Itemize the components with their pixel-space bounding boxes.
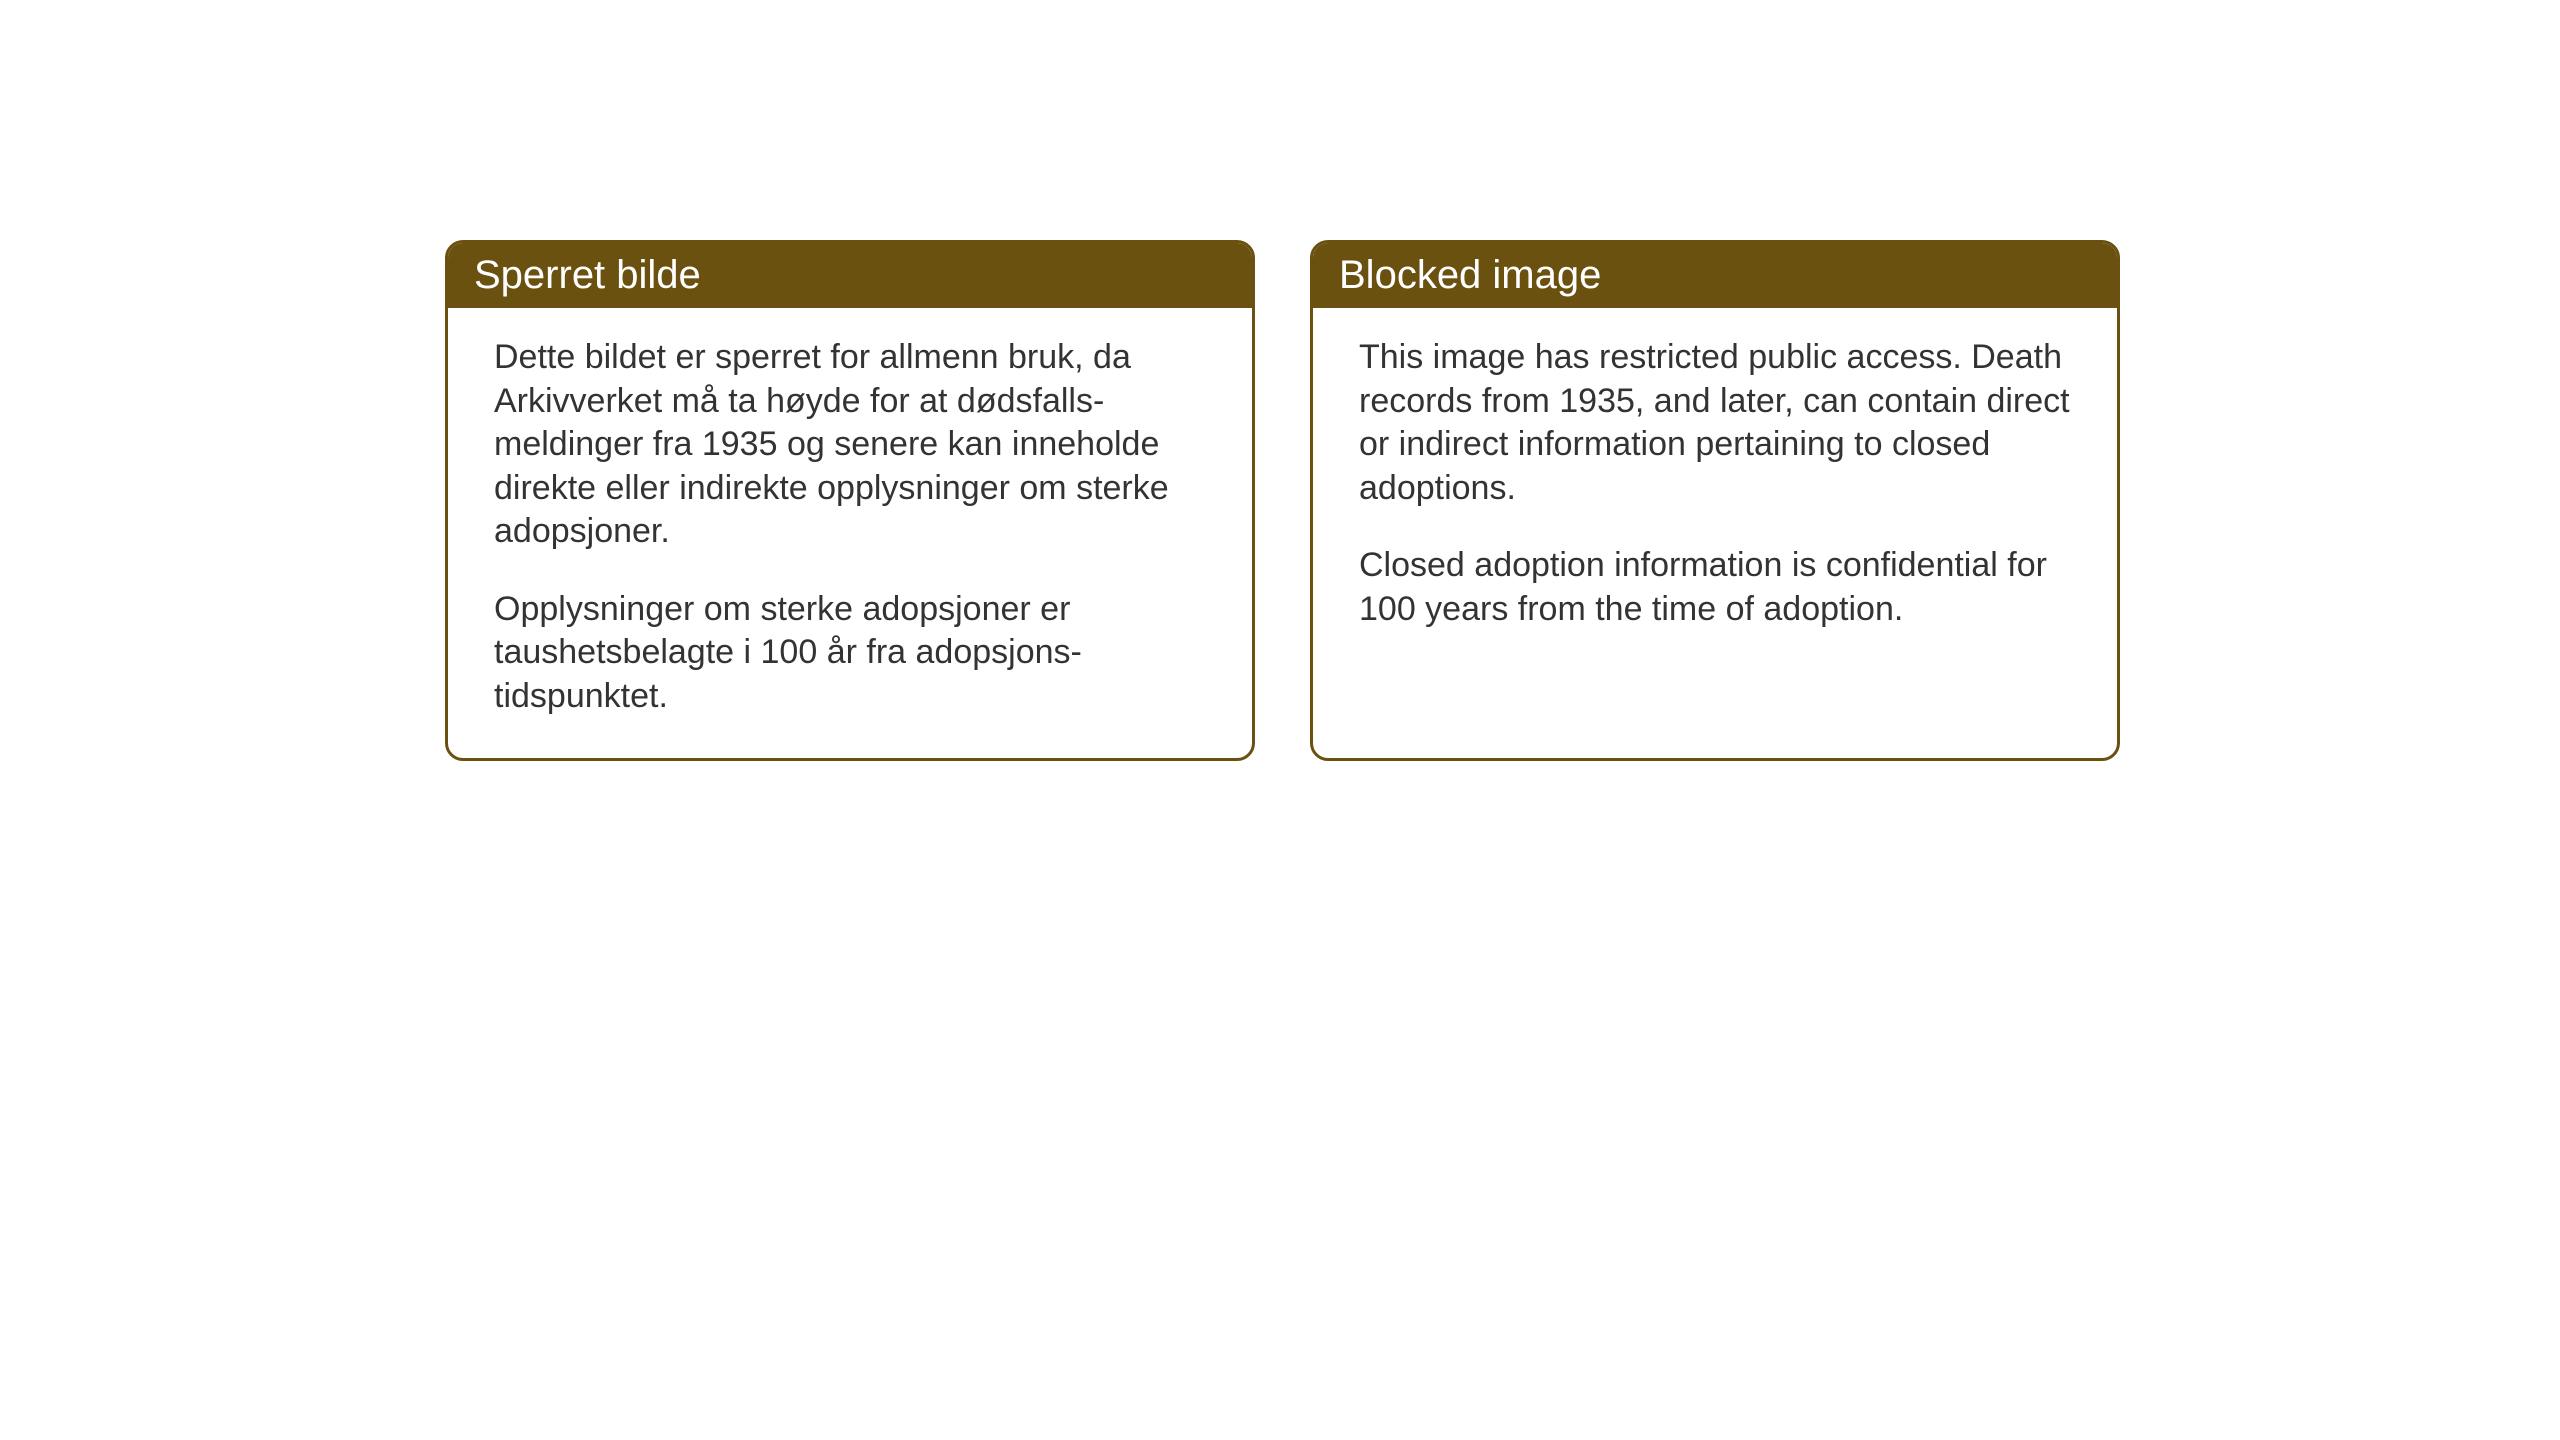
- card-paragraph-2: Opplysninger om sterke adopsjoner er tau…: [494, 588, 1206, 719]
- card-title: Sperret bilde: [474, 253, 701, 297]
- card-body-english: This image has restricted public access.…: [1313, 308, 2117, 671]
- card-body-norwegian: Dette bildet er sperret for allmenn bruk…: [448, 308, 1252, 758]
- card-english: Blocked image This image has restricted …: [1310, 240, 2120, 761]
- card-norwegian: Sperret bilde Dette bildet er sperret fo…: [445, 240, 1255, 761]
- card-header-norwegian: Sperret bilde: [448, 243, 1252, 308]
- card-paragraph-1: This image has restricted public access.…: [1359, 336, 2071, 510]
- cards-container: Sperret bilde Dette bildet er sperret fo…: [445, 240, 2120, 761]
- card-paragraph-1: Dette bildet er sperret for allmenn bruk…: [494, 336, 1206, 554]
- card-header-english: Blocked image: [1313, 243, 2117, 308]
- card-paragraph-2: Closed adoption information is confident…: [1359, 544, 2071, 631]
- card-title: Blocked image: [1339, 253, 1601, 297]
